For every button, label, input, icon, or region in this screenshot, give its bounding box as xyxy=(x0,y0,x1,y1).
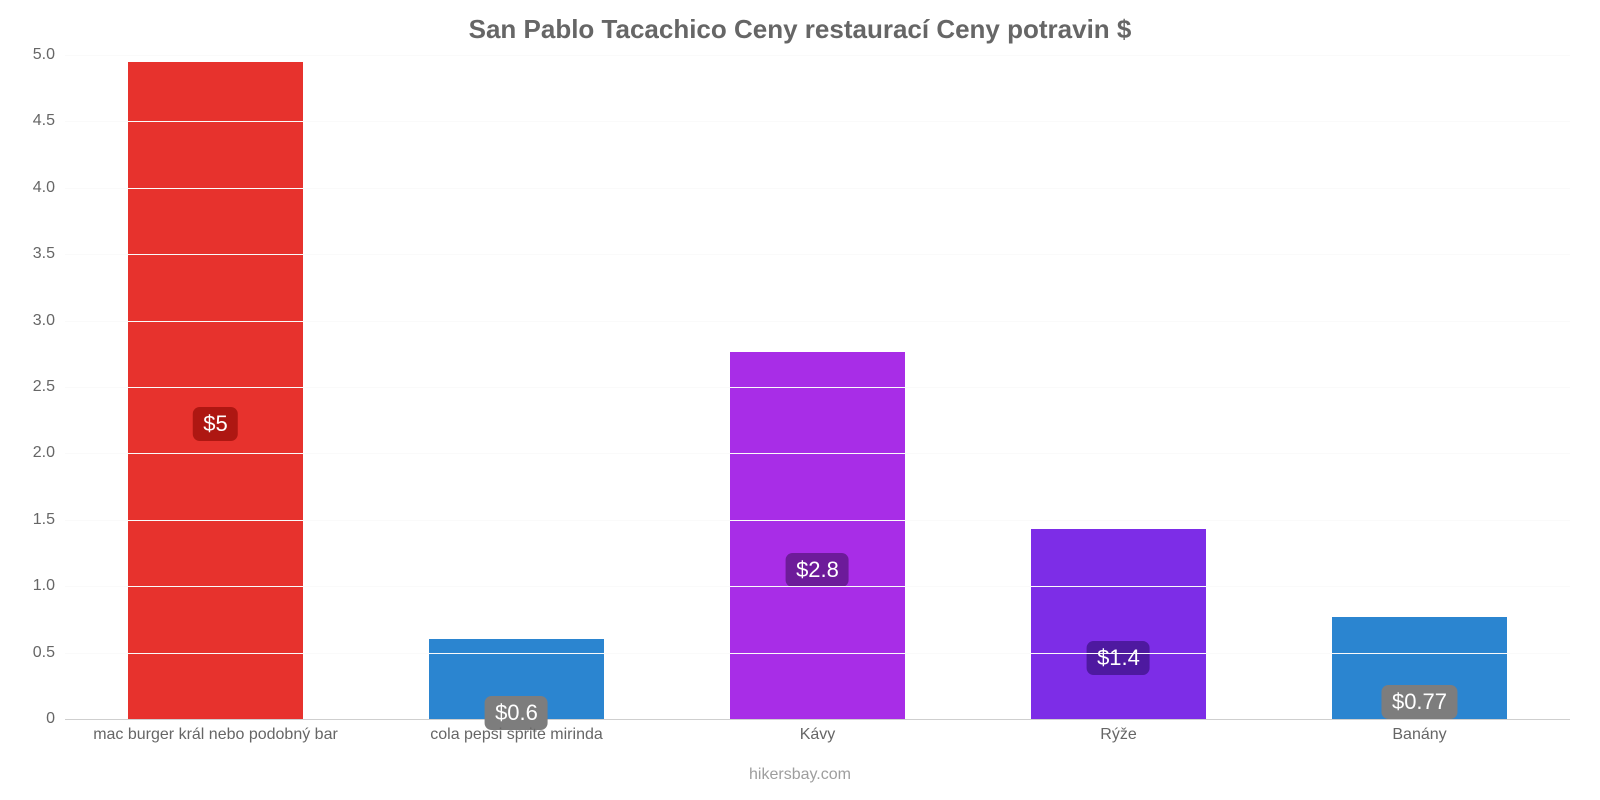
gridline xyxy=(65,55,1570,56)
bar: $5 xyxy=(128,62,303,719)
x-axis-label: Kávy xyxy=(800,726,836,744)
x-axis-label: Rýže xyxy=(1100,726,1136,744)
gridline xyxy=(65,453,1570,454)
value-badge: $5 xyxy=(193,407,237,441)
bar: $2.8 xyxy=(730,352,905,719)
y-tick-label: 2.5 xyxy=(33,378,65,396)
x-axis-labels: mac burger král nebo podobný bar cola pep… xyxy=(65,726,1570,750)
y-tick-label: 5.0 xyxy=(33,46,65,64)
chart-title: San Pablo Tacachico Ceny restaurací Ceny… xyxy=(0,14,1600,45)
bar: $0.77 xyxy=(1332,617,1507,719)
gridline xyxy=(65,586,1570,587)
y-tick-label: 4.0 xyxy=(33,179,65,197)
value-badge: $1.4 xyxy=(1087,641,1150,675)
y-tick-label: 1.0 xyxy=(33,577,65,595)
x-axis-label: mac burger král nebo podobný bar xyxy=(93,726,338,744)
bar: $0.6 xyxy=(429,639,604,719)
gridline xyxy=(65,520,1570,521)
gridline xyxy=(65,254,1570,255)
gridline xyxy=(65,321,1570,322)
y-tick-label: 1.5 xyxy=(33,511,65,529)
value-badge: $2.8 xyxy=(786,553,849,587)
plot-area: $5$0.6$2.8$1.4$0.77 00.51.01.52.02.53.03… xyxy=(65,55,1570,720)
y-tick-label: 3.5 xyxy=(33,245,65,263)
bar: $1.4 xyxy=(1031,529,1206,719)
y-tick-label: 0.5 xyxy=(33,644,65,662)
y-tick-label: 4.5 xyxy=(33,112,65,130)
x-axis-label: cola pepsi sprite mirinda xyxy=(430,726,603,744)
x-axis-label: Banány xyxy=(1392,726,1446,744)
gridline xyxy=(65,188,1570,189)
gridline xyxy=(65,387,1570,388)
y-tick-label: 2.0 xyxy=(33,444,65,462)
y-tick-label: 3.0 xyxy=(33,312,65,330)
gridline xyxy=(65,653,1570,654)
y-tick-label: 0 xyxy=(46,710,65,728)
source-attribution: hikersbay.com xyxy=(0,766,1600,784)
gridline xyxy=(65,121,1570,122)
value-badge: $0.77 xyxy=(1382,685,1457,719)
price-bar-chart: San Pablo Tacachico Ceny restaurací Ceny… xyxy=(0,0,1600,800)
